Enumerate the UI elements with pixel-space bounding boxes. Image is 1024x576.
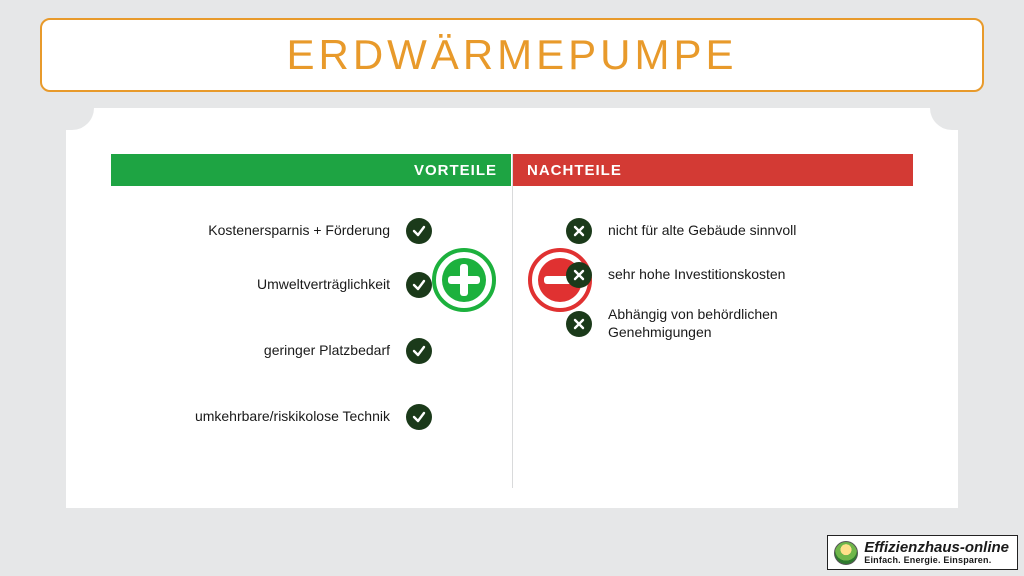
list-item: nicht für alte Gebäude sinnvoll	[566, 218, 926, 244]
footer-brand: Effizienzhaus-online Einfach. Energie. E…	[827, 535, 1018, 570]
list-item: umkehrbare/riskikolose Technik	[72, 404, 432, 430]
list-item: geringer Platzbedarf	[72, 338, 432, 364]
cons-header-label: NACHTEILE	[527, 162, 622, 179]
cross-icon	[566, 262, 592, 288]
pros-list: Kostenersparnis + Förderung Umweltverträ…	[72, 218, 432, 458]
list-item: sehr hohe Investitionskosten	[566, 262, 926, 288]
pros-item-label: Umweltverträglichkeit	[257, 276, 390, 294]
cross-icon	[566, 218, 592, 244]
cons-item-label: Abhängig von behördlichen Genehmigungen	[608, 306, 828, 341]
pros-header-label: VORTEILE	[414, 162, 497, 179]
cons-list: nicht für alte Gebäude sinnvoll sehr hoh…	[566, 218, 926, 359]
cons-item-label: nicht für alte Gebäude sinnvoll	[608, 222, 796, 240]
check-icon	[406, 218, 432, 244]
brand-name: Effizienzhaus-online	[864, 540, 1009, 555]
pros-item-label: geringer Platzbedarf	[264, 342, 390, 360]
check-icon	[406, 272, 432, 298]
brand-logo-icon	[834, 541, 858, 565]
comparison-panel: VORTEILE NACHTEILE Kostenersparnis + För…	[66, 108, 958, 508]
list-item: Kostenersparnis + Förderung	[72, 218, 432, 244]
pros-item-label: umkehrbare/riskikolose Technik	[195, 408, 390, 426]
page-title: ERDWÄRMEPUMPE	[286, 31, 737, 79]
list-item: Umweltverträglichkeit	[72, 272, 432, 298]
brand-tagline: Einfach. Energie. Einsparen.	[864, 555, 1009, 565]
list-item: Abhängig von behördlichen Genehmigungen	[566, 306, 926, 341]
title-box: ERDWÄRMEPUMPE	[40, 18, 984, 92]
check-icon	[406, 404, 432, 430]
plus-icon	[432, 248, 496, 312]
panel-notch	[66, 108, 94, 130]
pros-header: VORTEILE	[111, 154, 511, 186]
check-icon	[406, 338, 432, 364]
cross-icon	[566, 311, 592, 337]
cons-header: NACHTEILE	[513, 154, 913, 186]
cons-item-label: sehr hohe Investitionskosten	[608, 266, 785, 284]
panel-divider	[512, 154, 513, 488]
panel-notch	[930, 108, 958, 130]
pros-item-label: Kostenersparnis + Förderung	[208, 222, 390, 240]
